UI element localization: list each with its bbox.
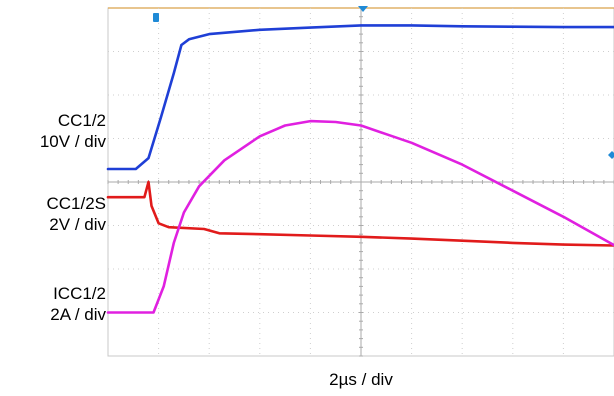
- trace-vccs: [106, 180, 614, 247]
- channel-label-vcc-name: CC1/2: [57, 111, 106, 130]
- trace-icc: [106, 119, 614, 314]
- channel-label-icc-name: ICC1/2: [53, 284, 106, 303]
- channel-label-vccs-scale: 2V / div: [49, 215, 106, 234]
- channel-label-vccs: CC1/2S 2V / div: [46, 193, 106, 235]
- channel-label-vcc-scale: 10V / div: [39, 132, 106, 151]
- channel-label-icc: ICC1/2 2A / div: [50, 283, 106, 325]
- x-axis-label: 2µs / div: [329, 370, 393, 389]
- channel-label-icc-scale: 2A / div: [50, 305, 106, 324]
- channel-ground-marker-icon: [153, 13, 159, 22]
- graticule: [107, 7, 614, 357]
- trace-vcc: [106, 24, 614, 171]
- channel-label-vcc: CC1/2 10V / div: [40, 110, 106, 152]
- channel-label-vccs-name: CC1/2S: [46, 194, 106, 213]
- trigger-position-marker: [358, 6, 368, 12]
- trigger-level-marker: [608, 151, 614, 159]
- traces: [106, 24, 614, 314]
- markers: [153, 6, 614, 159]
